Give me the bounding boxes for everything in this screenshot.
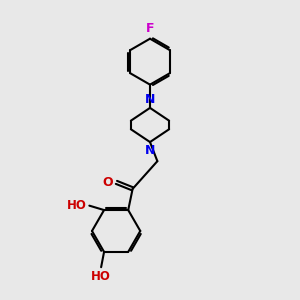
- Text: HO: HO: [91, 269, 111, 283]
- Text: O: O: [103, 176, 113, 189]
- Text: F: F: [146, 22, 154, 35]
- Text: HO: HO: [67, 199, 87, 212]
- Text: N: N: [145, 93, 155, 106]
- Text: N: N: [145, 144, 155, 157]
